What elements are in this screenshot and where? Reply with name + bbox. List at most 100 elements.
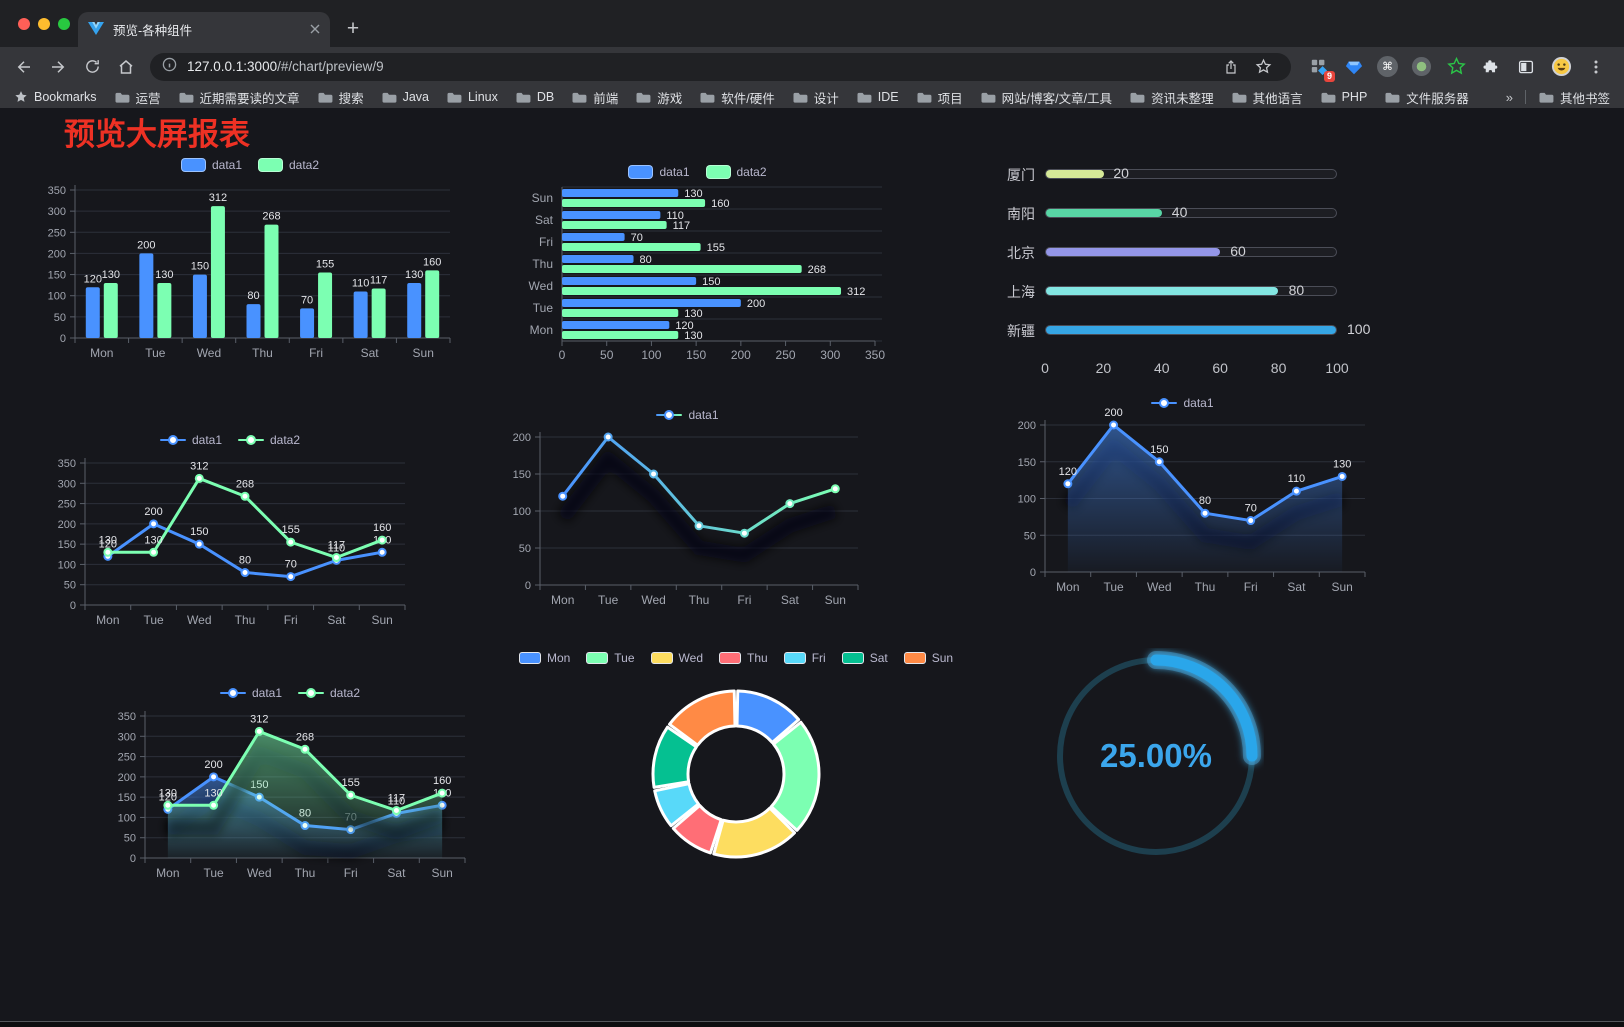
window-zoom-button[interactable] [58, 18, 70, 30]
green-star-extension-icon[interactable] [1444, 55, 1468, 79]
legend-item[interactable]: data2 [705, 164, 767, 179]
legend-item[interactable]: data1 [219, 686, 282, 700]
home-icon[interactable] [110, 52, 142, 82]
window-minimize-button[interactable] [38, 18, 50, 30]
svg-text:300: 300 [118, 731, 136, 743]
forward-icon[interactable] [42, 52, 74, 82]
svg-text:155: 155 [707, 242, 725, 254]
legend-item[interactable]: data1 [628, 164, 690, 179]
record-extension-icon[interactable] [1409, 55, 1433, 79]
legend-item[interactable]: Thu [719, 651, 768, 665]
legend-item[interactable]: Sun [903, 651, 953, 665]
progress-row-label: 新疆 [1007, 322, 1035, 339]
gauge-chart[interactable]: 25.00% [1048, 648, 1264, 864]
svg-text:80: 80 [239, 554, 251, 566]
side-panel-icon[interactable] [1514, 55, 1538, 79]
two-series-line-chart[interactable]: data1 data2 0 50 100 150 200 250 300 350 Mon Tue Wed… [40, 425, 420, 640]
address-bar[interactable]: 127.0.0.1:3000/#/chart/preview/9 [150, 52, 1291, 82]
bookmark-folder[interactable]: 软件/硬件 [699, 88, 775, 107]
svg-text:Thu: Thu [235, 613, 256, 627]
legend-item[interactable]: Mon [518, 651, 570, 665]
legend-item[interactable]: data1 [656, 408, 719, 422]
bookmark-folder[interactable]: 资讯未整理 [1129, 88, 1214, 107]
two-series-area-chart[interactable]: data1 data2 0 50 100 150 200 250 300 350 Mon Tue Wed… [100, 678, 480, 893]
legend-item[interactable]: data1 [159, 433, 222, 447]
new-tab-button[interactable]: + [346, 16, 360, 40]
share-icon[interactable] [1215, 52, 1247, 82]
gem-extension-icon[interactable] [1342, 55, 1366, 79]
svg-text:Wed: Wed [641, 593, 665, 607]
svg-text:120: 120 [159, 791, 177, 803]
emoji-extension-icon[interactable] [1549, 55, 1573, 79]
legend-item[interactable]: data1 [180, 157, 242, 172]
svg-text:350: 350 [48, 185, 66, 197]
gradient-line-chart[interactable]: data1 0 50 100 150 200 Mon Tue Wed Thu Fri Sat Sun [505, 400, 870, 615]
bookmark-folder[interactable]: 文件服务器 [1384, 88, 1469, 107]
bookmark-folder[interactable]: 网站/博客/文章/工具 [980, 88, 1112, 107]
svg-text:Sun: Sun [371, 613, 392, 627]
donut-chart[interactable]: Mon Tue Wed Thu Fri Sat Sun [518, 646, 953, 896]
bookmark-folder[interactable]: 近期需要读的文章 [178, 88, 300, 107]
extensions-puzzle-icon[interactable] [1479, 55, 1503, 79]
legend-item[interactable]: data2 [238, 433, 300, 447]
browser-tab[interactable]: 预览-各种组件 [78, 11, 330, 47]
bookmark-folder[interactable]: Java [381, 88, 429, 107]
svg-text:100: 100 [118, 812, 136, 824]
bookmark-folder[interactable]: 游戏 [635, 88, 682, 107]
command-extension-icon[interactable]: ⌘ [1377, 56, 1398, 78]
reload-icon[interactable] [76, 52, 108, 82]
bookmark-folder[interactable]: PHP [1320, 88, 1367, 107]
city-progress-chart[interactable]: 厦门 20 南阳 40 北京 60 上海 80 新疆 100 0 20 40 60 80 100 [990, 160, 1370, 385]
bookmark-folder[interactable]: IDE [856, 88, 899, 107]
legend-item[interactable]: Wed [650, 651, 703, 665]
bookmark-folder[interactable]: 其他语言 [1231, 88, 1303, 107]
back-icon[interactable] [8, 52, 40, 82]
bookmark-folder[interactable]: DB [515, 88, 554, 107]
svg-text:200: 200 [204, 759, 222, 771]
window-bottom-edge [0, 1021, 1624, 1027]
other-bookmarks[interactable]: 其他书签 [1538, 88, 1610, 107]
area-line-chart[interactable]: data1 0 50 100 150 200 Mon Tue Wed Thu Fri Sat Sun 12… [990, 388, 1375, 600]
legend-item[interactable]: data2 [258, 157, 319, 172]
window-close-button[interactable] [18, 18, 30, 30]
legend-item[interactable]: data1 [1151, 396, 1214, 410]
bookmark-folder[interactable]: 设计 [792, 88, 839, 107]
svg-text:70: 70 [631, 232, 643, 244]
tab-title: 预览-各种组件 [113, 23, 193, 38]
bookmark-folder[interactable]: 项目 [916, 88, 963, 107]
svg-text:0: 0 [60, 333, 66, 345]
bookmark-folder[interactable]: 搜索 [317, 88, 364, 107]
progress-row-label: 厦门 [1007, 166, 1035, 183]
svg-text:130: 130 [1333, 458, 1351, 470]
svg-text:250: 250 [58, 498, 76, 510]
progress-track [1045, 168, 1337, 179]
progress-row-label: 南阳 [1007, 205, 1035, 222]
bookmark-star-icon[interactable] [1247, 52, 1279, 82]
grouped-bar-chart[interactable]: data1 data2 0 50 100 150 200 250 300 350 Mon Tue Wed… [40, 150, 460, 368]
legend-item[interactable]: Fri [783, 651, 826, 665]
progress-row-label: 北京 [1007, 244, 1035, 261]
info-icon[interactable] [162, 57, 177, 77]
bookmark-folder[interactable]: 运营 [114, 88, 161, 107]
horizontal-bar-chart[interactable]: data1 data2 0 50 100 150 200 250 300 350 Sun 130 160… [505, 155, 890, 370]
legend-item[interactable]: Sat [841, 651, 888, 665]
bookmarks-root[interactable]: Bookmarks [14, 90, 97, 104]
svg-text:110: 110 [666, 210, 684, 222]
bookmark-folder[interactable]: Linux [446, 88, 498, 107]
svg-text:Tue: Tue [533, 301, 554, 315]
bookmarks-overflow-chevron[interactable]: » [1505, 89, 1513, 105]
svg-text:50: 50 [1024, 530, 1036, 542]
svg-text:268: 268 [236, 478, 254, 490]
svg-text:200: 200 [118, 772, 136, 784]
legend-item[interactable]: data2 [298, 686, 360, 700]
extension-grid-icon[interactable]: 9 [1307, 55, 1335, 82]
tab-close-icon[interactable] [310, 23, 320, 36]
svg-text:155: 155 [316, 258, 334, 270]
menu-dots-icon[interactable] [1584, 55, 1608, 79]
svg-text:Sat: Sat [781, 593, 800, 607]
legend-item[interactable]: Tue [586, 651, 635, 665]
svg-text:50: 50 [64, 580, 76, 592]
axis-tick-label: 80 [1270, 359, 1287, 376]
browser-toolbar: 127.0.0.1:3000/#/chart/preview/9 9 ⌘ [0, 46, 1624, 87]
bookmark-folder[interactable]: 前端 [571, 88, 618, 107]
